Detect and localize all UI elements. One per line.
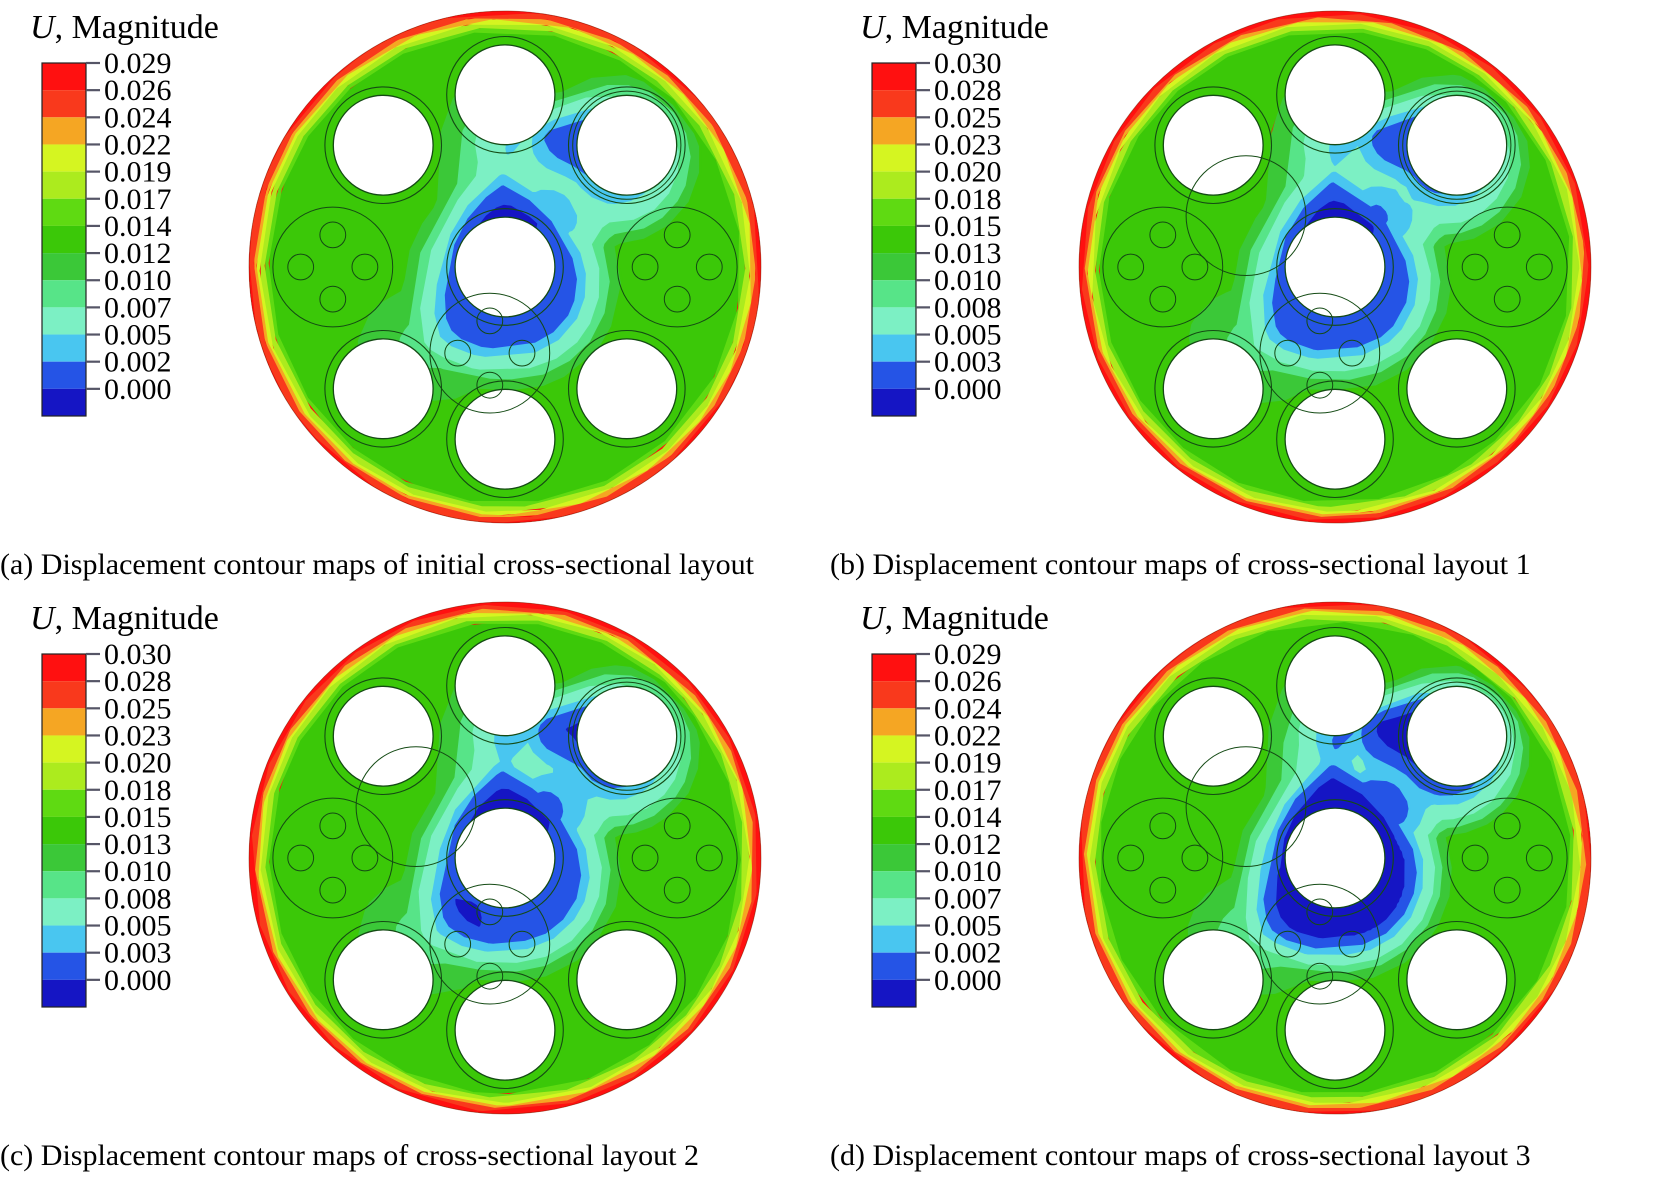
svg-text:U, Magnitude: U, Magnitude xyxy=(30,600,219,637)
svg-text:0.000: 0.000 xyxy=(934,964,1002,997)
svg-text:U, Magnitude: U, Magnitude xyxy=(860,600,1049,637)
svg-text:0.000: 0.000 xyxy=(104,373,172,406)
svg-text:U, Magnitude: U, Magnitude xyxy=(30,9,219,46)
svg-text:U, Magnitude: U, Magnitude xyxy=(860,9,1049,46)
svg-text:0.000: 0.000 xyxy=(104,964,172,997)
svg-text:0.000: 0.000 xyxy=(934,373,1002,406)
